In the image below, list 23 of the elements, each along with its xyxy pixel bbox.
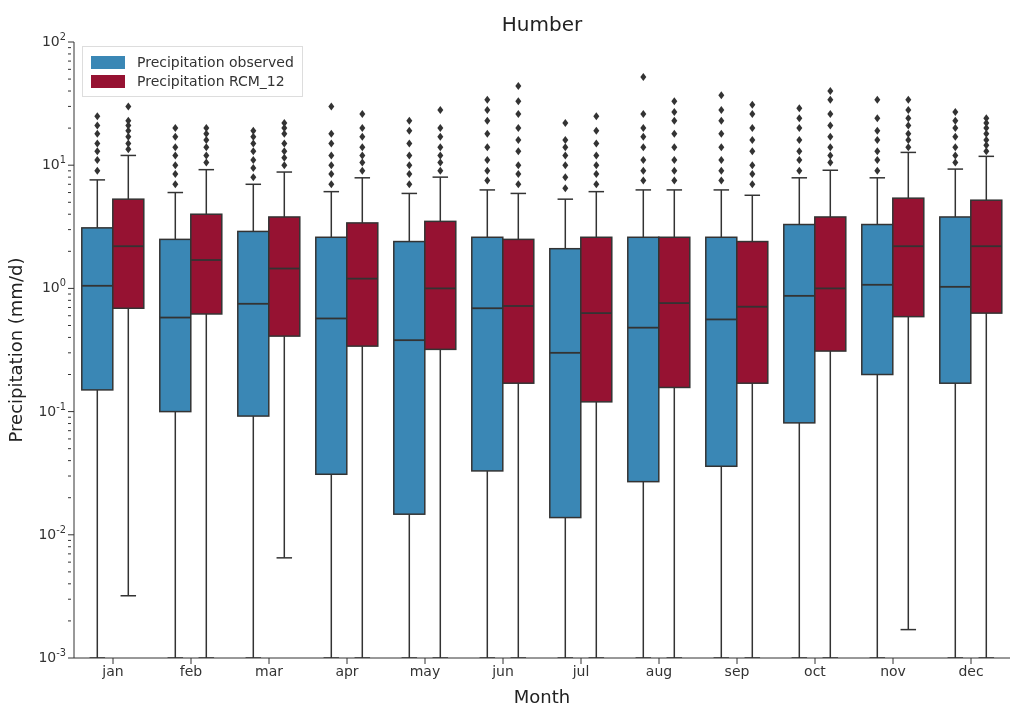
- y-tick-label: 10$^{2}$: [41, 30, 66, 49]
- x-axis-title: Month: [513, 686, 571, 703]
- chart-title: Humber: [500, 12, 584, 36]
- y-tick-label: 10$^{1}$: [41, 153, 66, 173]
- x-tick-label: feb: [179, 662, 203, 679]
- x-tick-label: jul: [571, 662, 590, 679]
- y-tick-label: 10$^{-1}$: [38, 400, 66, 419]
- x-tick-label: jan: [101, 662, 124, 679]
- x-tick-label: dec: [958, 662, 984, 679]
- x-tick-label: sep: [724, 662, 750, 679]
- x-tick-label: oct: [804, 662, 827, 679]
- x-tick-label: jun: [491, 662, 514, 679]
- y-axis-title: Precipitation (mm/d): [5, 257, 27, 443]
- legend-label: Precipitation RCM_12: [137, 73, 285, 89]
- x-tick-label: mar: [255, 662, 284, 679]
- legend-label: Precipitation observed: [137, 54, 294, 70]
- x-tick-label: nov: [880, 662, 906, 679]
- x-tick-label: aug: [645, 662, 673, 679]
- y-tick-label: 10$^{-3}$: [38, 646, 66, 665]
- x-tick-label: may: [409, 662, 441, 679]
- y-tick-label: 10$^{-2}$: [38, 523, 66, 542]
- x-tick-label: apr: [335, 662, 359, 679]
- y-tick-label: 10$^{0}$: [41, 276, 66, 296]
